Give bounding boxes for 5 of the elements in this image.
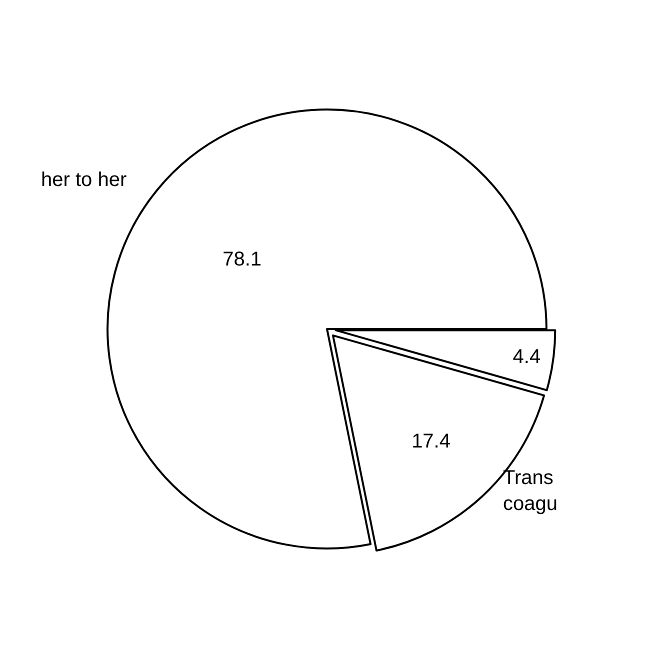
data-label: 4.4	[512, 346, 541, 368]
slice-label: Trans coagu	[503, 467, 558, 515]
data-label: 78.1	[222, 248, 262, 271]
data-label: 17.4	[412, 430, 450, 452]
slice-label: her to her	[41, 169, 127, 191]
